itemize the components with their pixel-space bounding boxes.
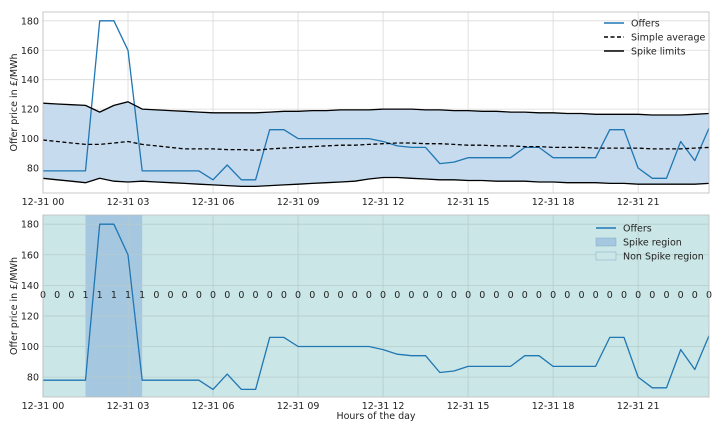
x-tick-label: 12-31 03 [107,197,150,208]
spike-flag-label: 0 [168,290,174,301]
y-axis-label: Offer price in £/MWh [9,257,20,355]
y-tick-label: 140 [21,281,39,292]
spike-flag-label: 0 [663,290,669,301]
y-tick-label: 180 [21,16,39,27]
x-tick-label: 12-31 21 [617,401,660,412]
y-tick-label: 100 [21,342,39,353]
spike-flag-label: 0 [408,290,414,301]
x-tick-label: 12-31 12 [362,197,405,208]
y-tick-label: 100 [21,134,39,145]
legend-swatch [595,251,617,261]
spike-flag-label: 0 [338,290,344,301]
spike-flag-label: 0 [153,290,159,301]
spike-flag-label: 0 [253,290,259,301]
spike-flag-label: 1 [97,290,103,301]
spike-flag-label: 0 [578,290,584,301]
spike-flag-label: 0 [295,290,301,301]
spike-flag-label: 0 [564,290,570,301]
x-tick-label: 12-31 15 [447,401,490,412]
series-offers [43,223,710,391]
spike-flag-label: 0 [550,290,556,301]
y-tick-label: 140 [21,75,39,86]
plot-frame [42,11,710,194]
spike-flag-label: 0 [54,290,60,301]
y-tick-label: 180 [21,220,39,231]
spike-flag-label: 0 [649,290,655,301]
x-axis-label: Hours of the day [336,411,415,422]
legend-label: Offers [623,224,652,235]
y-tick-label: 80 [27,163,39,174]
spike-flag-label: 0 [692,290,698,301]
spike-flag-label: 0 [621,290,627,301]
spike-flag-label: 0 [238,290,244,301]
y-tick-label: 160 [21,46,39,57]
spike-flag-label: 0 [281,290,287,301]
y-tick-label: 120 [21,105,39,116]
spike-flag-label: 0 [380,290,386,301]
spike-flag-label: 0 [352,290,358,301]
series-simple-average [42,139,710,151]
x-tick-label: 12-31 06 [192,401,235,412]
spike-flag-label: 0 [465,290,471,301]
spike-flag-label: 0 [267,290,273,301]
spike-flag-label: 0 [182,290,188,301]
y-tick-label: 120 [21,311,39,322]
y-axis-label: Offer price in £/MWh [9,54,20,152]
y-tick-label: 160 [21,250,39,261]
chart-1: 80 100 120 140 160 180 12-31 00 12-31 03 12-31 0… [9,11,710,208]
spike-flag-label: 0 [593,290,599,301]
spike-flag-label: 0 [635,290,641,301]
x-tick-label: 12-31 03 [107,401,150,412]
legend-label: Spike region [623,238,682,249]
spike-flag-label: 0 [678,290,684,301]
legend: Offers Spike region Non Spike region [595,224,704,263]
x-tick-label: 12-31 09 [277,401,320,412]
spike-flag-label: 0 [536,290,542,301]
legend-label: Simple average [631,33,706,44]
x-tick-label: 12-31 18 [532,197,575,208]
legend-label: Non Spike region [623,252,704,263]
series-spike-limits [42,101,710,116]
x-tick-label: 12-31 12 [362,401,405,412]
spike-flag-label: 0 [508,290,514,301]
spike-flag-label: 0 [68,290,74,301]
spike-flag-label: 0 [394,290,400,301]
spike-flag-label: 0 [196,290,202,301]
spike-flag-label: 0 [210,290,216,301]
spike-flag-label: 0 [309,290,315,301]
spike-flag-label: 1 [139,290,145,301]
x-tick-label: 12-31 00 [22,401,65,412]
x-tick-label: 12-31 15 [447,197,490,208]
spike-flag-label: 0 [437,290,443,301]
spike-flag-label: 0 [522,290,528,301]
x-tick-label: 12-31 06 [192,197,235,208]
spike-flag-label: 0 [423,290,429,301]
spike-flag-label: 1 [125,290,131,301]
spike-region [85,215,143,397]
spike-flag-label: 0 [479,290,485,301]
y-tick-label: 80 [27,373,39,384]
spike-flag-label: 0 [366,290,372,301]
x-tick-label: 12-31 18 [532,401,575,412]
legend-label: Spike limits [631,47,686,58]
x-tick-label: 12-31 21 [617,197,660,208]
spike-flag-label: 0 [493,290,499,301]
legend-label: Offers [631,19,660,30]
series-offers [43,20,710,181]
series-lower-spike-limit [42,176,710,188]
spike-flag-label: 1 [82,290,88,301]
spike-flag-label: 0 [451,290,457,301]
legend: Offers Simple average Spike limits [604,19,706,58]
spike-flag-label: 1 [111,290,117,301]
x-tick-label: 12-31 09 [277,197,320,208]
spike-flag-label: 0 [224,290,230,301]
spike-flag-label: 0 [607,290,613,301]
x-tick-label: 12-31 00 [22,197,65,208]
legend-swatch [595,237,617,247]
plot-frame [42,214,710,398]
spike-flag-label: 0 [323,290,329,301]
